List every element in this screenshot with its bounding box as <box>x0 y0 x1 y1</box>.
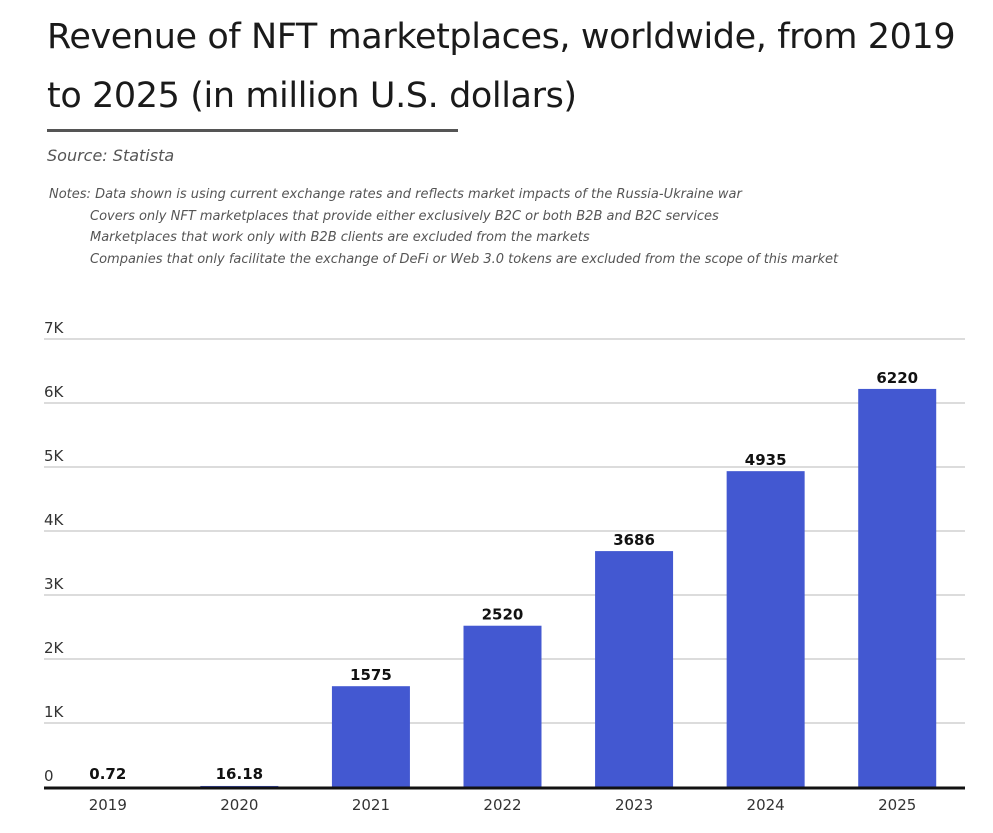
data-label: 1575 <box>350 666 392 684</box>
source-text: Source: Statista <box>47 146 175 165</box>
y-tick-label: 6K <box>44 383 65 401</box>
notes-label: Notes: <box>49 187 91 202</box>
note-text: Data shown is using current exchange rat… <box>95 187 742 202</box>
data-label: 3686 <box>613 531 655 549</box>
data-label: 6220 <box>876 369 918 387</box>
x-tick-label: 2019 <box>89 796 127 814</box>
bars <box>68 388 937 787</box>
note-text: Covers only NFT marketplaces that provid… <box>90 208 719 224</box>
x-tick-label: 2024 <box>747 796 785 814</box>
data-label: 16.18 <box>216 765 263 783</box>
y-axis-ticks: 0 1K 2K 3K 4K 5K 6K 7K <box>44 319 65 785</box>
y-tick-label: 4K <box>44 511 65 529</box>
bar-2021 <box>331 686 410 787</box>
notes-block: Notes: Data shown is using current excha… <box>49 184 838 270</box>
y-tick-label: 3K <box>44 575 65 593</box>
x-tick-label: 2020 <box>220 796 258 814</box>
title-divider <box>47 129 458 132</box>
x-tick-label: 2025 <box>878 796 916 814</box>
bar-2023 <box>595 551 674 787</box>
x-tick-label: 2023 <box>615 796 653 814</box>
data-label: 4935 <box>745 451 787 469</box>
data-labels: 0.72 16.18 1575 2520 3686 4935 6220 <box>89 369 918 783</box>
x-axis-ticks: 2019 2020 2021 2022 2023 2024 2025 <box>89 796 917 814</box>
y-tick-label: 0 <box>44 767 54 785</box>
data-label: 2520 <box>482 606 524 624</box>
gridlines <box>44 338 965 724</box>
data-label: 0.72 <box>89 765 126 783</box>
bar-2020 <box>200 785 279 787</box>
y-tick-label: 1K <box>44 703 65 721</box>
notes-line-1: Notes: Data shown is using current excha… <box>49 184 838 206</box>
note-text: Marketplaces that work only with B2B cli… <box>90 230 590 245</box>
bar-2025 <box>858 388 937 787</box>
chart-title: Revenue of NFT marketplaces, worldwide, … <box>47 17 956 116</box>
x-tick-label: 2022 <box>483 796 521 814</box>
y-tick-label: 7K <box>44 319 65 337</box>
y-tick-label: 5K <box>44 447 65 465</box>
bar-2022 <box>463 625 542 787</box>
x-tick-label: 2021 <box>352 796 390 814</box>
bar-chart: 0 1K 2K 3K 4K 5K 6K 7K 0.72 16.18 1575 2520 3686 493… <box>44 319 965 814</box>
y-tick-label: 2K <box>44 639 65 657</box>
note-text: Companies that only facilitate the excha… <box>90 251 839 267</box>
bar-2024 <box>726 471 805 787</box>
